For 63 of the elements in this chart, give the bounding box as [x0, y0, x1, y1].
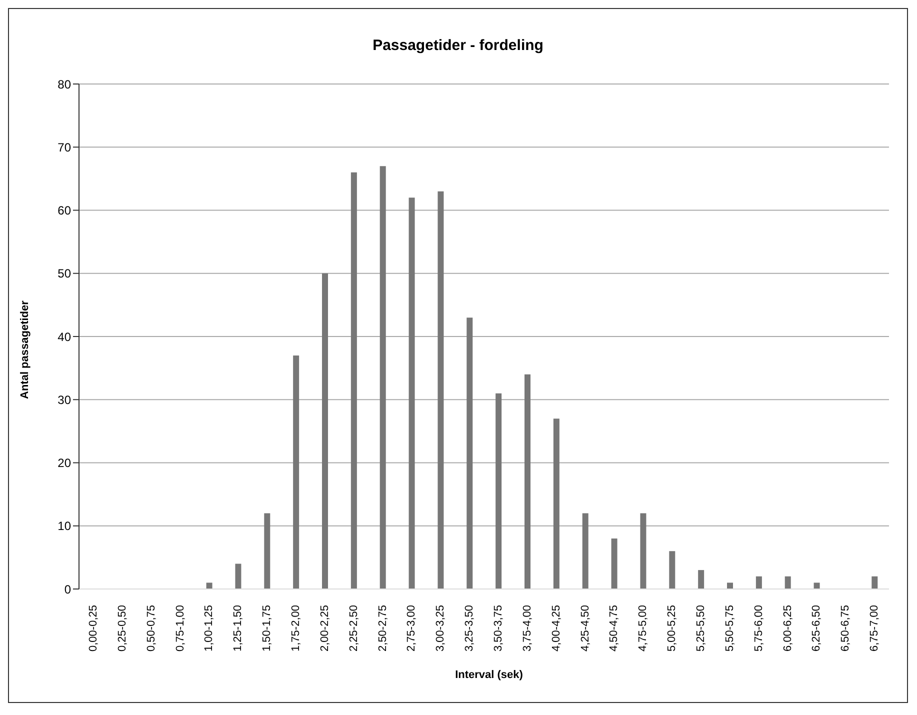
- x-tick-label: 5,50-5,75: [724, 605, 736, 652]
- bar: [756, 576, 762, 589]
- bar: [235, 564, 242, 589]
- bar: [380, 166, 386, 589]
- bar: [438, 191, 444, 589]
- x-tick-label: 4,50-4,75: [608, 605, 620, 652]
- y-tick-label: 60: [58, 204, 72, 218]
- bar: [466, 318, 473, 589]
- x-tick-label: 0,00-0,25: [87, 605, 100, 652]
- y-tick-label: 40: [58, 330, 72, 344]
- bar: [408, 198, 415, 589]
- x-tick-label: 4,75-5,00: [637, 605, 650, 652]
- bar: [264, 513, 270, 589]
- x-tick-label: 5,75-6,00: [752, 605, 765, 652]
- chart-title: Passagetider - fordeling: [372, 37, 544, 54]
- x-tick-label: 2,75-3,00: [406, 605, 418, 652]
- bar: [611, 538, 618, 589]
- y-tick-label: 20: [58, 456, 72, 470]
- x-tick-label: 6,00-6,25: [782, 605, 794, 652]
- x-tick-label: 4,00-4,25: [550, 605, 562, 652]
- y-axis-title: Antal passagetider: [19, 300, 31, 399]
- y-tick-label: 80: [58, 77, 72, 92]
- bar: [727, 582, 733, 589]
- x-tick-label: 1,50-1,75: [261, 605, 274, 652]
- bar: [350, 172, 357, 589]
- x-tick-label: 3,00-3,25: [434, 605, 447, 652]
- y-tick-label: 0: [64, 582, 72, 596]
- x-axis-title: Interval (sek): [454, 669, 524, 681]
- x-tick-label: 3,25-3,50: [464, 605, 476, 652]
- bar: [293, 355, 300, 589]
- bar: [698, 570, 704, 589]
- bar: [553, 418, 560, 589]
- x-tick-label: 1,25-1,50: [232, 605, 244, 652]
- y-tick-label: 10: [58, 519, 72, 534]
- y-tick-label: 30: [58, 392, 72, 407]
- bar: [669, 551, 676, 589]
- x-tick-label: 2,25-2,50: [348, 605, 360, 652]
- x-tick-label: 6,25-6,50: [810, 605, 823, 652]
- bar: [524, 374, 530, 589]
- x-tick-label: 3,75-4,00: [521, 605, 534, 652]
- x-tick-label: 0,50-0,75: [145, 605, 158, 652]
- x-tick-label: 0,75-1,00: [174, 605, 186, 652]
- x-tick-label: 1,75-2,00: [290, 605, 302, 652]
- x-tick-label: 6,75-7,00: [868, 605, 881, 652]
- bar: [582, 513, 588, 589]
- x-tick-label: 5,25-5,50: [694, 605, 707, 652]
- bar: [322, 273, 328, 589]
- y-tick-label: 50: [58, 266, 72, 281]
- bar: [496, 393, 502, 589]
- bar: [814, 582, 820, 589]
- x-tick-label: 6,50-6,75: [840, 605, 852, 652]
- x-tick-label: 3,50-3,75: [492, 605, 504, 652]
- x-tick-label: 2,00-2,25: [318, 605, 331, 652]
- x-tick-label: 0,25-0,50: [116, 605, 128, 652]
- x-tick-label: 2,50-2,75: [376, 605, 389, 652]
- bar: [640, 513, 646, 589]
- y-tick-label: 70: [58, 140, 72, 154]
- x-tick-label: 5,00-5,25: [666, 605, 678, 652]
- bar: [872, 576, 878, 589]
- bar: [206, 582, 212, 589]
- x-tick-label: 1,00-1,25: [203, 605, 216, 652]
- x-tick-label: 4,25-4,50: [579, 605, 592, 652]
- bar: [784, 576, 791, 589]
